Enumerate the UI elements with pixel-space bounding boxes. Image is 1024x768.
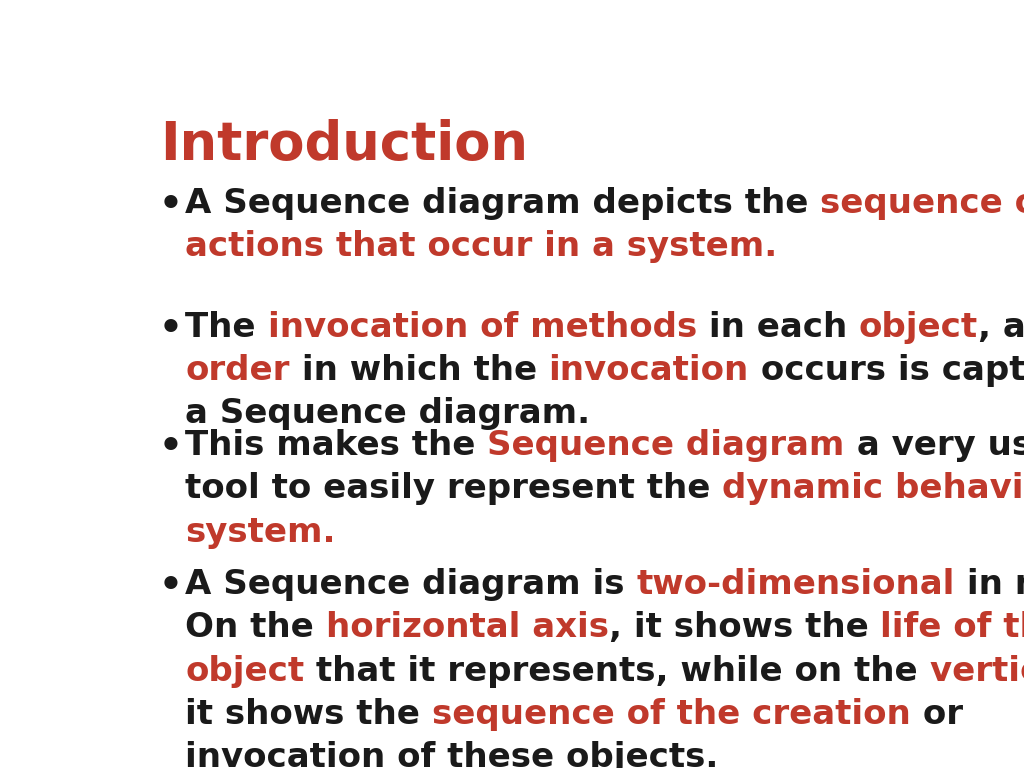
Text: life of the: life of the (881, 611, 1024, 644)
Text: invocation: invocation (549, 354, 749, 387)
Text: This makes the: This makes the (185, 429, 487, 462)
Text: A Sequence diagram is: A Sequence diagram is (185, 568, 637, 601)
Text: Sequence diagram: Sequence diagram (487, 429, 845, 462)
Text: occurs is captured in: occurs is captured in (749, 354, 1024, 387)
Text: tool to easily represent the: tool to easily represent the (185, 472, 722, 505)
Text: object: object (859, 311, 978, 344)
Text: or: or (910, 697, 963, 730)
Text: sequence of: sequence of (820, 187, 1024, 220)
Text: sequence of the creation: sequence of the creation (432, 697, 910, 730)
Text: A Sequence diagram depicts the: A Sequence diagram depicts the (185, 187, 820, 220)
Text: system.: system. (185, 515, 336, 548)
Text: a Sequence diagram.: a Sequence diagram. (185, 397, 590, 430)
Text: invocation of these objects.: invocation of these objects. (185, 741, 719, 768)
Text: vertical axis: vertical axis (930, 654, 1024, 687)
Text: •: • (158, 187, 182, 223)
Text: •: • (158, 568, 182, 605)
Text: On the: On the (185, 611, 326, 644)
Text: •: • (158, 311, 182, 348)
Text: Introduction: Introduction (160, 119, 527, 170)
Text: •: • (158, 429, 182, 466)
Text: that it represents, while on the: that it represents, while on the (304, 654, 930, 687)
Text: in which the: in which the (290, 354, 549, 387)
Text: invocation of methods: invocation of methods (267, 311, 696, 344)
Text: order: order (185, 354, 290, 387)
Text: horizontal axis: horizontal axis (326, 611, 608, 644)
Text: , it shows the: , it shows the (608, 611, 881, 644)
Text: The: The (185, 311, 267, 344)
Text: in each: in each (696, 311, 859, 344)
Text: two-dimensional: two-dimensional (637, 568, 955, 601)
Text: in nature.: in nature. (955, 568, 1024, 601)
Text: , and the: , and the (978, 311, 1024, 344)
Text: dynamic behavior of a: dynamic behavior of a (722, 472, 1024, 505)
Text: a very useful: a very useful (845, 429, 1024, 462)
Text: it shows the: it shows the (185, 697, 432, 730)
Text: actions that occur in a system.: actions that occur in a system. (185, 230, 777, 263)
Text: object: object (185, 654, 304, 687)
